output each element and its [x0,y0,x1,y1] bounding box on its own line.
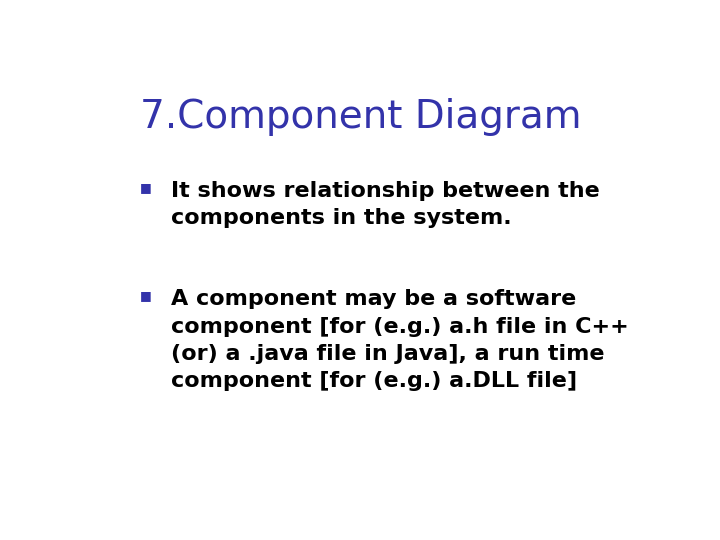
Text: ■: ■ [140,289,152,302]
Text: 7.Component Diagram: 7.Component Diagram [140,98,582,136]
Text: It shows relationship between the
components in the system.: It shows relationship between the compon… [171,181,600,228]
Text: A component may be a software
component [for (e.g.) a.h file in C++
(or) a .java: A component may be a software component … [171,289,629,391]
Text: ■: ■ [140,181,152,194]
